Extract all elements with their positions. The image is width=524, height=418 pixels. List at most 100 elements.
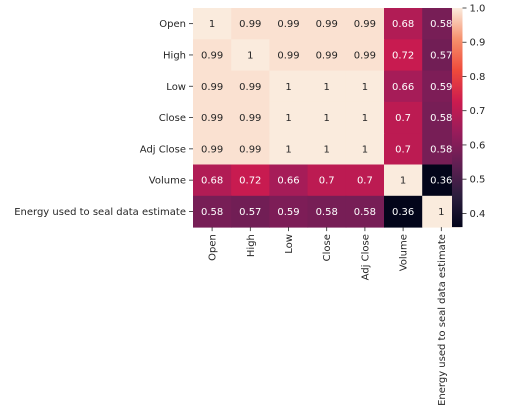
heatmap-cell bbox=[231, 39, 270, 72]
colorbar-tick-label: 0.4 bbox=[470, 209, 486, 220]
heatmap-cell bbox=[231, 101, 270, 134]
cell-value-label: 0.99 bbox=[201, 82, 223, 93]
heatmap-cell bbox=[269, 39, 309, 72]
cell-value-label: 1 bbox=[247, 50, 253, 61]
cell-value-label: 1 bbox=[438, 207, 444, 218]
colorbar-ticks: 0.4 0.5 0.6 0.7 0.8 0.9 1.0 bbox=[462, 4, 486, 220]
heatmap-cell bbox=[384, 195, 423, 228]
colorbar-gradient bbox=[452, 8, 463, 228]
heatmap-cell bbox=[269, 195, 309, 228]
cell-value-label: 0.68 bbox=[392, 19, 414, 30]
cell-value-label: 0.99 bbox=[277, 50, 299, 61]
cell-value-label: 0.7 bbox=[319, 176, 335, 187]
cell-value-label: 0.99 bbox=[239, 82, 261, 93]
heatmap-cell bbox=[231, 70, 270, 103]
cell-value-label: 0.58 bbox=[316, 207, 338, 218]
heatmap-cell bbox=[345, 195, 385, 228]
cell-value-label: 0.58 bbox=[430, 19, 452, 30]
colorbar: 0.4 0.5 0.6 0.7 0.8 0.9 1.0 bbox=[452, 4, 485, 228]
cell-value-label: 1 bbox=[324, 144, 330, 155]
heatmap-cell bbox=[269, 101, 309, 134]
cell-value-label: 0.99 bbox=[201, 50, 223, 61]
cell-value-label: 0.7 bbox=[395, 113, 411, 124]
heatmap-cell bbox=[193, 195, 232, 228]
cell-value-label: 1 bbox=[285, 82, 291, 93]
cell-annotations: 1 0.99 0.99 0.99 0.99 0.68 0.58 0.99 1 0.99 0.99 0.… bbox=[201, 19, 452, 218]
heatmap-cell bbox=[307, 101, 347, 134]
cell-value-label: 1 bbox=[362, 82, 368, 93]
y-tick-label: High bbox=[163, 50, 186, 61]
heatmap-cell bbox=[384, 39, 423, 72]
heatmap-cell bbox=[307, 8, 347, 40]
x-axis-ticks: Open High Low Close Adj Close Volume Energy us… bbox=[208, 227, 448, 406]
cell-value-label: 0.99 bbox=[316, 19, 338, 30]
heatmap-cell bbox=[269, 70, 309, 103]
heatmap-cell bbox=[231, 133, 270, 165]
cell-value-label: 1 bbox=[324, 113, 330, 124]
cell-value-label: 1 bbox=[209, 19, 215, 30]
colorbar-tick-label: 0.5 bbox=[470, 175, 486, 186]
heatmap-cell bbox=[307, 39, 347, 72]
cell-value-label: 0.68 bbox=[201, 176, 223, 187]
heatmap-cell bbox=[193, 39, 232, 72]
cell-value-label: 0.58 bbox=[430, 113, 452, 124]
heatmap-cell bbox=[384, 8, 423, 40]
heatmap-cell bbox=[269, 8, 309, 40]
heatmap-cell bbox=[269, 133, 309, 165]
cell-value-label: 1 bbox=[400, 176, 406, 187]
cell-value-label: 0.99 bbox=[354, 19, 376, 30]
heatmap-cell bbox=[384, 133, 423, 165]
heatmap-cell bbox=[307, 133, 347, 165]
y-tick-label: Volume bbox=[149, 176, 186, 187]
cell-value-label: 0.99 bbox=[201, 144, 223, 155]
cell-value-label: 0.99 bbox=[239, 19, 261, 30]
cell-value-label: 1 bbox=[285, 113, 291, 124]
cell-value-label: 0.99 bbox=[354, 50, 376, 61]
cell-value-label: 0.99 bbox=[316, 50, 338, 61]
y-tick-label: Close bbox=[159, 113, 186, 124]
heatmap-cell bbox=[307, 195, 347, 228]
heatmap-cell bbox=[193, 101, 232, 134]
heatmap-cell bbox=[269, 164, 309, 197]
cell-value-label: 0.72 bbox=[392, 50, 414, 61]
heatmap-cell bbox=[193, 164, 232, 197]
heatmap-cell bbox=[307, 70, 347, 103]
cell-value-label: 0.36 bbox=[392, 207, 414, 218]
heatmap-cell bbox=[231, 164, 270, 197]
colorbar-tick-label: 0.6 bbox=[470, 140, 486, 151]
heatmap-cell bbox=[384, 164, 423, 197]
y-tick-label: Low bbox=[166, 82, 186, 93]
heatmap-cell bbox=[345, 101, 385, 134]
x-tick-label: Adj Close bbox=[360, 234, 371, 280]
x-tick-label: Volume bbox=[399, 234, 410, 271]
cell-value-label: 0.36 bbox=[430, 176, 452, 187]
heatmap-cell bbox=[384, 70, 423, 103]
y-axis-ticks: Open High Low Close Adj Close Volume Energy us… bbox=[14, 19, 193, 218]
heatmap-cell bbox=[345, 39, 385, 72]
heatmap-cell bbox=[193, 8, 232, 40]
heatmap-cell bbox=[345, 70, 385, 103]
heatmap-cell bbox=[231, 195, 270, 228]
x-tick-label: Close bbox=[322, 234, 333, 261]
y-tick-label: Open bbox=[159, 19, 186, 30]
y-tick-label: Energy used to seal data estimate bbox=[14, 207, 186, 218]
heatmap-cell bbox=[193, 133, 232, 165]
cell-value-label: 0.99 bbox=[277, 19, 299, 30]
cell-value-label: 0.7 bbox=[395, 144, 411, 155]
cell-value-label: 0.57 bbox=[239, 207, 261, 218]
y-tick-label: Adj Close bbox=[140, 144, 186, 155]
heatmap-cell bbox=[345, 164, 385, 197]
cell-value-label: 0.99 bbox=[239, 113, 261, 124]
x-tick-label: Low bbox=[284, 234, 295, 254]
cell-value-label: 1 bbox=[362, 144, 368, 155]
heatmap-cell bbox=[231, 8, 270, 40]
heatmap-cell bbox=[345, 8, 385, 40]
cell-value-label: 1 bbox=[362, 113, 368, 124]
cell-value-label: 0.58 bbox=[201, 207, 223, 218]
colorbar-tick-label: 1.0 bbox=[470, 4, 486, 15]
cell-value-label: 0.57 bbox=[430, 50, 452, 61]
cell-value-label: 1 bbox=[285, 144, 291, 155]
cell-value-label: 1 bbox=[324, 82, 330, 93]
cell-value-label: 0.59 bbox=[430, 82, 452, 93]
